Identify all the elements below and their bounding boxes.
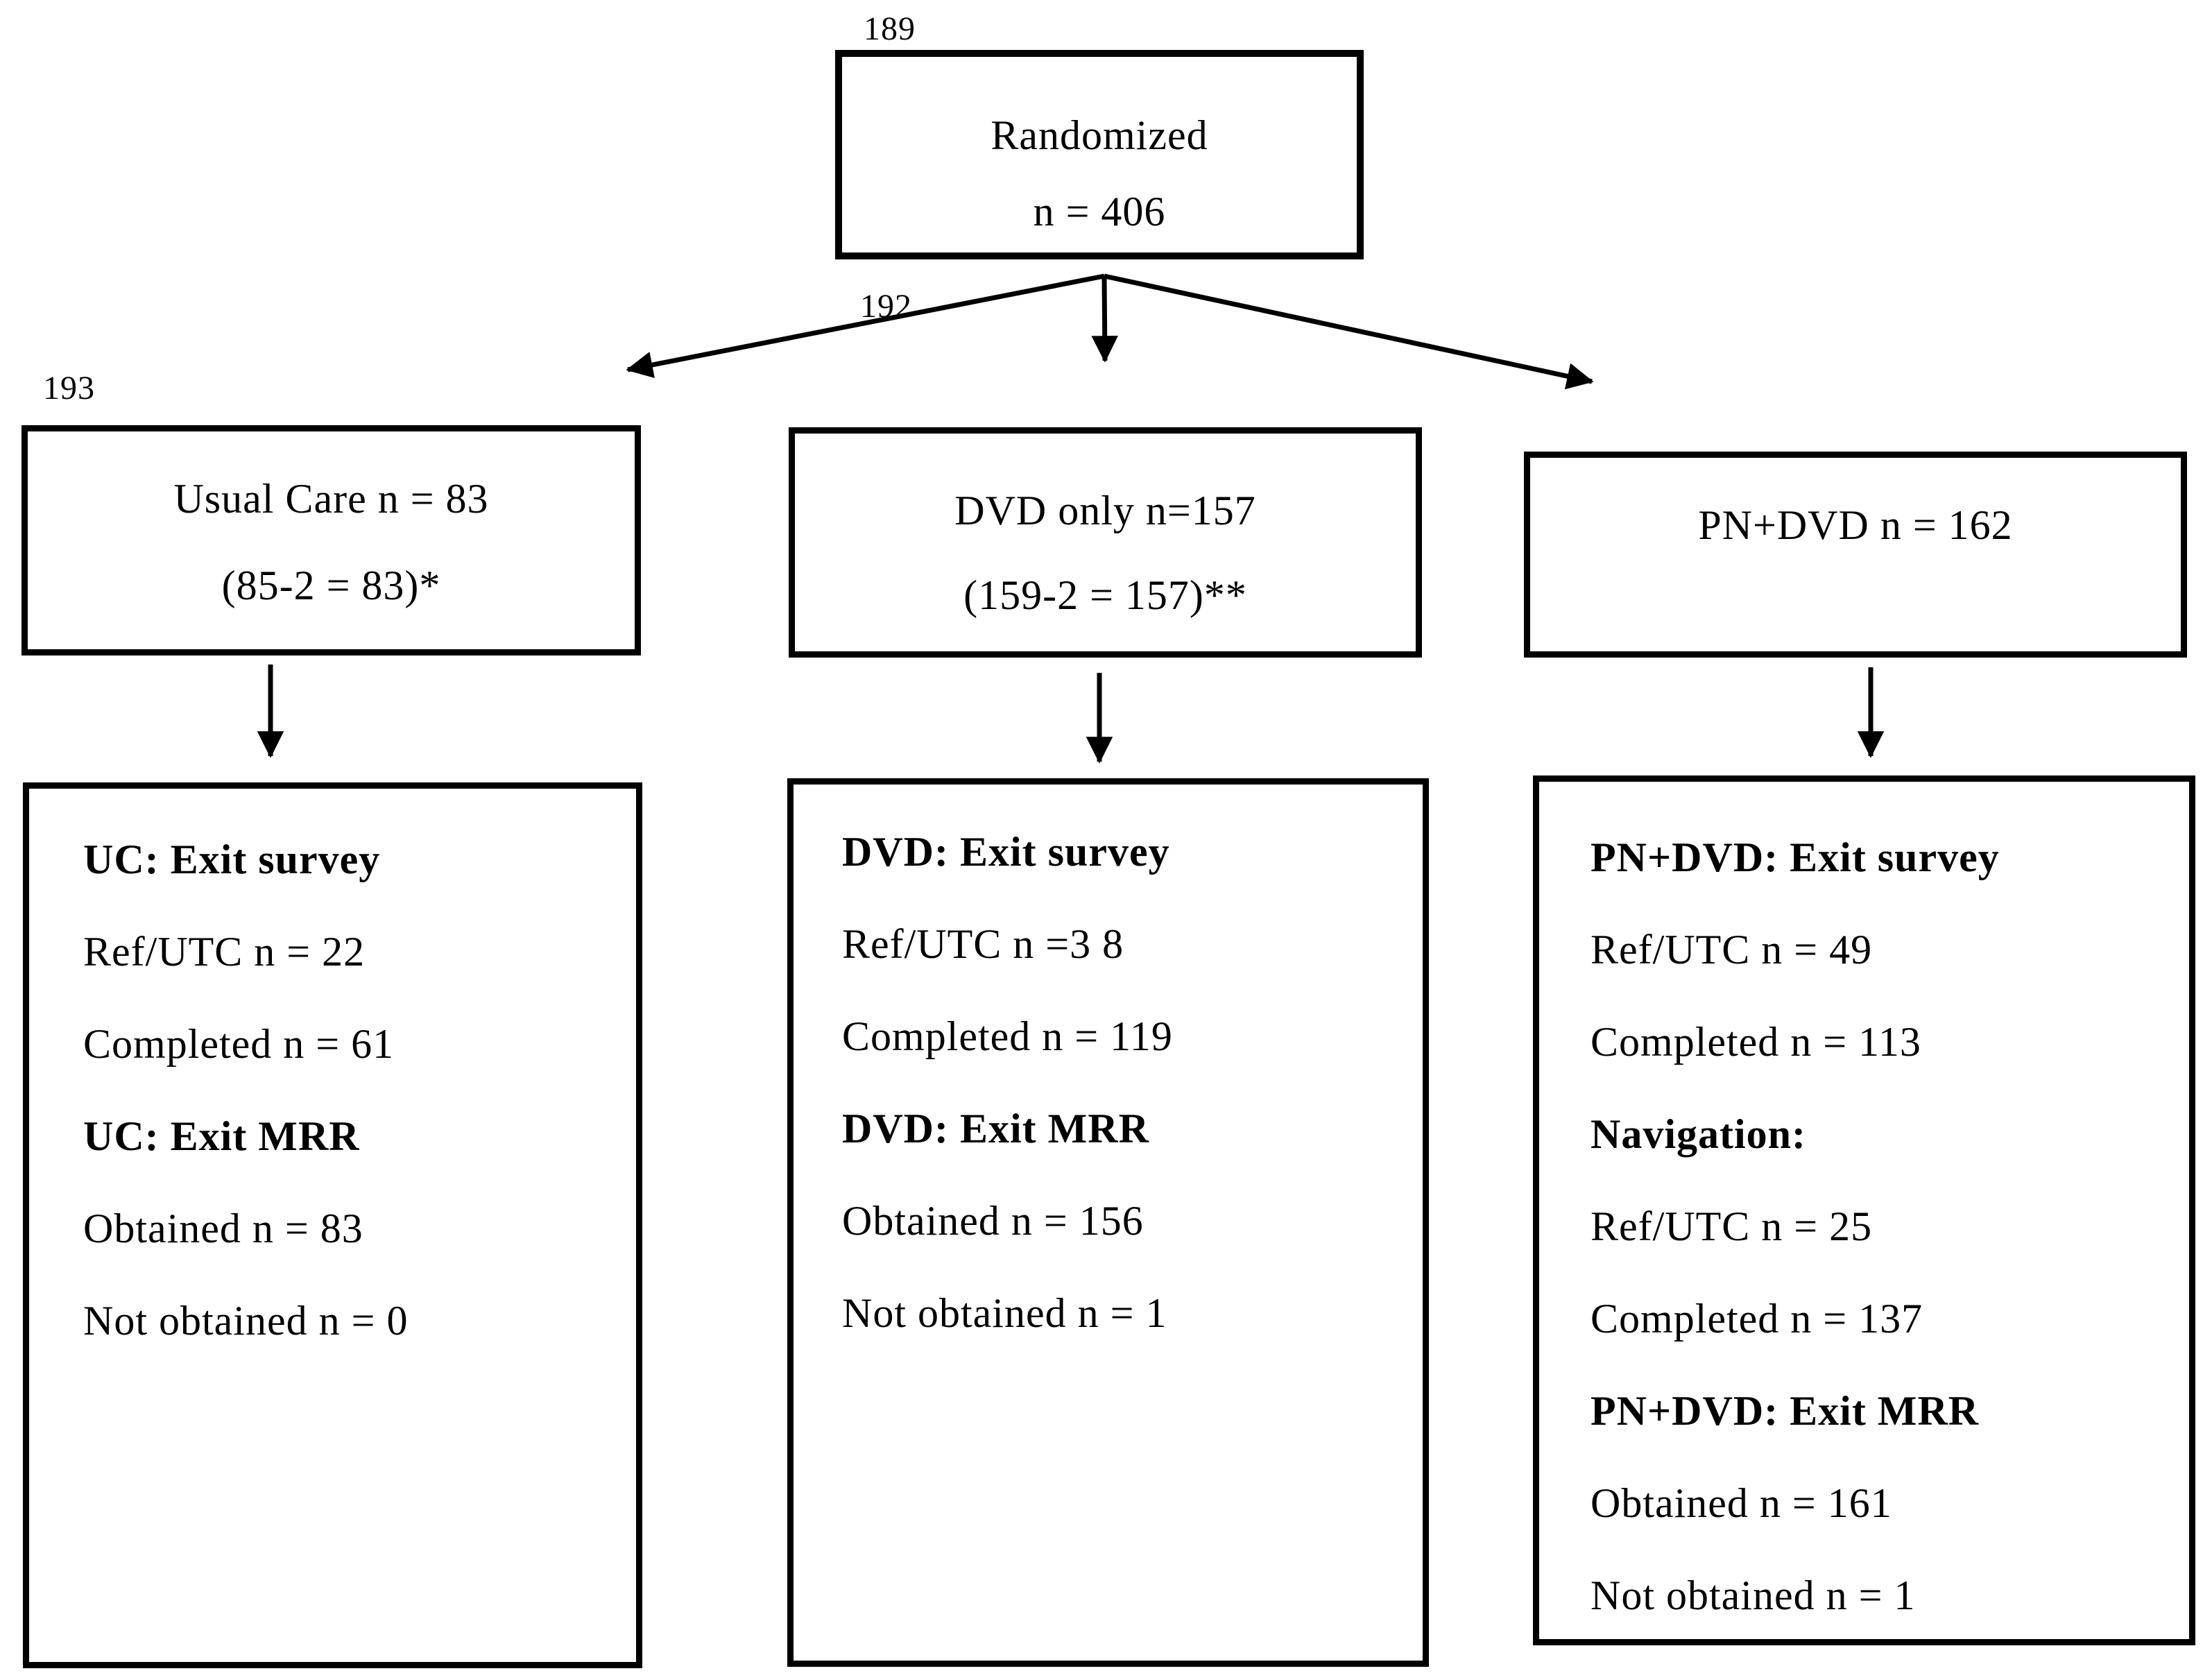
- pn-dvd-box: PN+DVD n = 162: [1524, 452, 2187, 658]
- usual-care-title: Usual Care n = 83: [173, 476, 489, 522]
- pn-navigation-header: Navigation:: [1591, 1111, 1806, 1157]
- dvd-obtained: Obtained n = 156: [842, 1198, 1144, 1244]
- margin-number-193: 193: [43, 370, 95, 406]
- pn-exit-survey-header: PN+DVD: Exit survey: [1591, 834, 2000, 880]
- pn-obtained: Obtained n = 161: [1591, 1480, 1892, 1526]
- dvd-exit-mrr-header: DVD: Exit MRR: [842, 1106, 1149, 1151]
- pn-dvd-detail-box: PN+DVD: Exit survey Ref/UTC n = 49 Compl…: [1533, 775, 2195, 1645]
- randomized-count: n = 406: [1033, 189, 1166, 234]
- dvd-only-box: DVD only n=157 (159-2 = 157)**: [789, 427, 1422, 658]
- dvd-only-title: DVD only n=157: [954, 488, 1256, 533]
- uc-exit-survey-header: UC: Exit survey: [83, 837, 381, 882]
- arrow-randomized-to-pn-dvd: [1104, 273, 1594, 390]
- dvd-completed: Completed n = 119: [842, 1013, 1173, 1059]
- uc-detail-box: UC: Exit survey Ref/UTC n = 22 Completed…: [23, 782, 642, 1668]
- dvd-ref-utc: Ref/UTC n =3 8: [842, 921, 1124, 967]
- pn-ref-utc-navigation: Ref/UTC n = 25: [1591, 1203, 1873, 1249]
- uc-not-obtained: Not obtained n = 0: [83, 1298, 409, 1344]
- pn-exit-mrr-header: PN+DVD: Exit MRR: [1591, 1388, 1980, 1434]
- dvd-not-obtained: Not obtained n = 1: [842, 1290, 1167, 1336]
- pn-not-obtained: Not obtained n = 1: [1591, 1572, 1916, 1618]
- pn-completed-navigation: Completed n = 137: [1591, 1296, 1923, 1342]
- randomized-title: Randomized: [991, 112, 1208, 158]
- dvd-only-calc: (159-2 = 157)**: [963, 572, 1247, 618]
- usual-care-calc: (85-2 = 83)*: [221, 563, 441, 608]
- usual-care-box: Usual Care n = 83 (85-2 = 83)*: [22, 425, 641, 655]
- arrow-randomized-to-dvd-only: [1091, 275, 1118, 363]
- pn-ref-utc-survey: Ref/UTC n = 49: [1591, 927, 1873, 972]
- dvd-exit-survey-header: DVD: Exit survey: [842, 829, 1170, 875]
- pn-completed-survey: Completed n = 113: [1591, 1019, 1921, 1065]
- uc-completed: Completed n = 61: [83, 1021, 395, 1067]
- uc-ref-utc: Ref/UTC n = 22: [83, 929, 366, 975]
- margin-number-189: 189: [864, 10, 916, 47]
- uc-obtained: Obtained n = 83: [83, 1206, 363, 1251]
- randomized-box: Randomized n = 406: [835, 50, 1364, 259]
- uc-exit-mrr-header: UC: Exit MRR: [83, 1113, 360, 1159]
- arrow-randomized-to-usual-care: [626, 273, 1105, 378]
- pn-dvd-title: PN+DVD n = 162: [1698, 502, 2013, 548]
- dvd-detail-box: DVD: Exit survey Ref/UTC n =3 8 Complete…: [787, 778, 1429, 1667]
